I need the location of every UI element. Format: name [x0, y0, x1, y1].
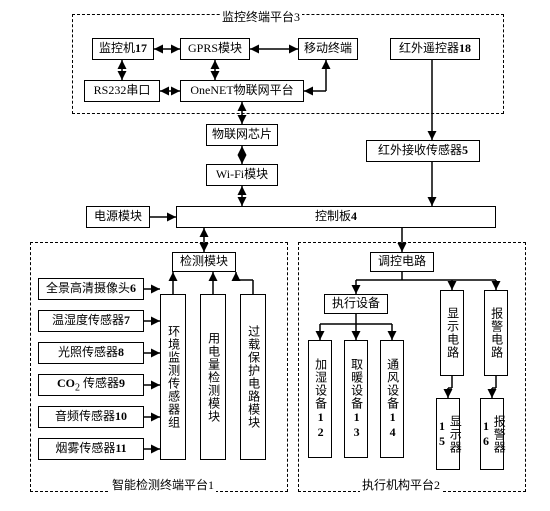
box-ir-remote: 红外遥控器18 [390, 38, 480, 60]
box-th: 温湿度传感器7 [38, 310, 144, 332]
box-light: 光照传感器8 [38, 342, 144, 364]
box-disp: 显示器15 [436, 398, 460, 470]
box-onenet: OneNET物联网平台 [180, 80, 304, 102]
box-audio: 音频传感器10 [38, 406, 144, 428]
box-detect-mod: 检测模块 [172, 252, 236, 272]
box-co2: CO2 传感器9 [38, 374, 144, 396]
box-env-grp: 环境监测传感器组 [160, 294, 186, 460]
diagram-canvas: 监控终端平台3 智能检测终端平台1 执行机构平台2 监控机17 GPRS模块 移… [0, 0, 550, 511]
box-humid: 加湿设备12 [308, 340, 332, 458]
box-monitor: 监控机17 [92, 38, 154, 60]
box-gprs: GPRS模块 [180, 38, 250, 60]
box-mobile: 移动终端 [298, 38, 358, 60]
box-power: 电源模块 [86, 206, 150, 228]
box-alarm: 报警器16 [480, 398, 504, 470]
box-ir-recv: 红外接收传感器5 [366, 140, 480, 162]
box-smoke: 烟雾传感器11 [38, 438, 144, 460]
box-disp-c: 显示电路 [440, 290, 464, 376]
region-left-title: 智能检测终端平台1 [110, 476, 216, 493]
box-overload: 过载保护电路模块 [240, 294, 266, 460]
box-wifi: Wi-Fi模块 [206, 164, 278, 186]
box-alarm-c: 报警电路 [484, 290, 508, 376]
region-top-title: 监控终端平台3 [220, 8, 302, 25]
box-exec: 执行设备 [324, 294, 388, 314]
box-cam: 全景高清摄像头6 [38, 278, 144, 300]
box-power-det: 用电量检测模块 [200, 294, 226, 460]
box-rs232: RS232串口 [84, 80, 160, 102]
box-ctrl: 控制板4 [176, 206, 496, 228]
region-right-title: 执行机构平台2 [360, 476, 442, 493]
box-reg: 调控电路 [370, 252, 434, 272]
box-vent: 通风设备14 [380, 340, 404, 458]
box-heat: 取暖设备13 [344, 340, 368, 458]
box-iot-chip: 物联网芯片 [206, 124, 278, 146]
